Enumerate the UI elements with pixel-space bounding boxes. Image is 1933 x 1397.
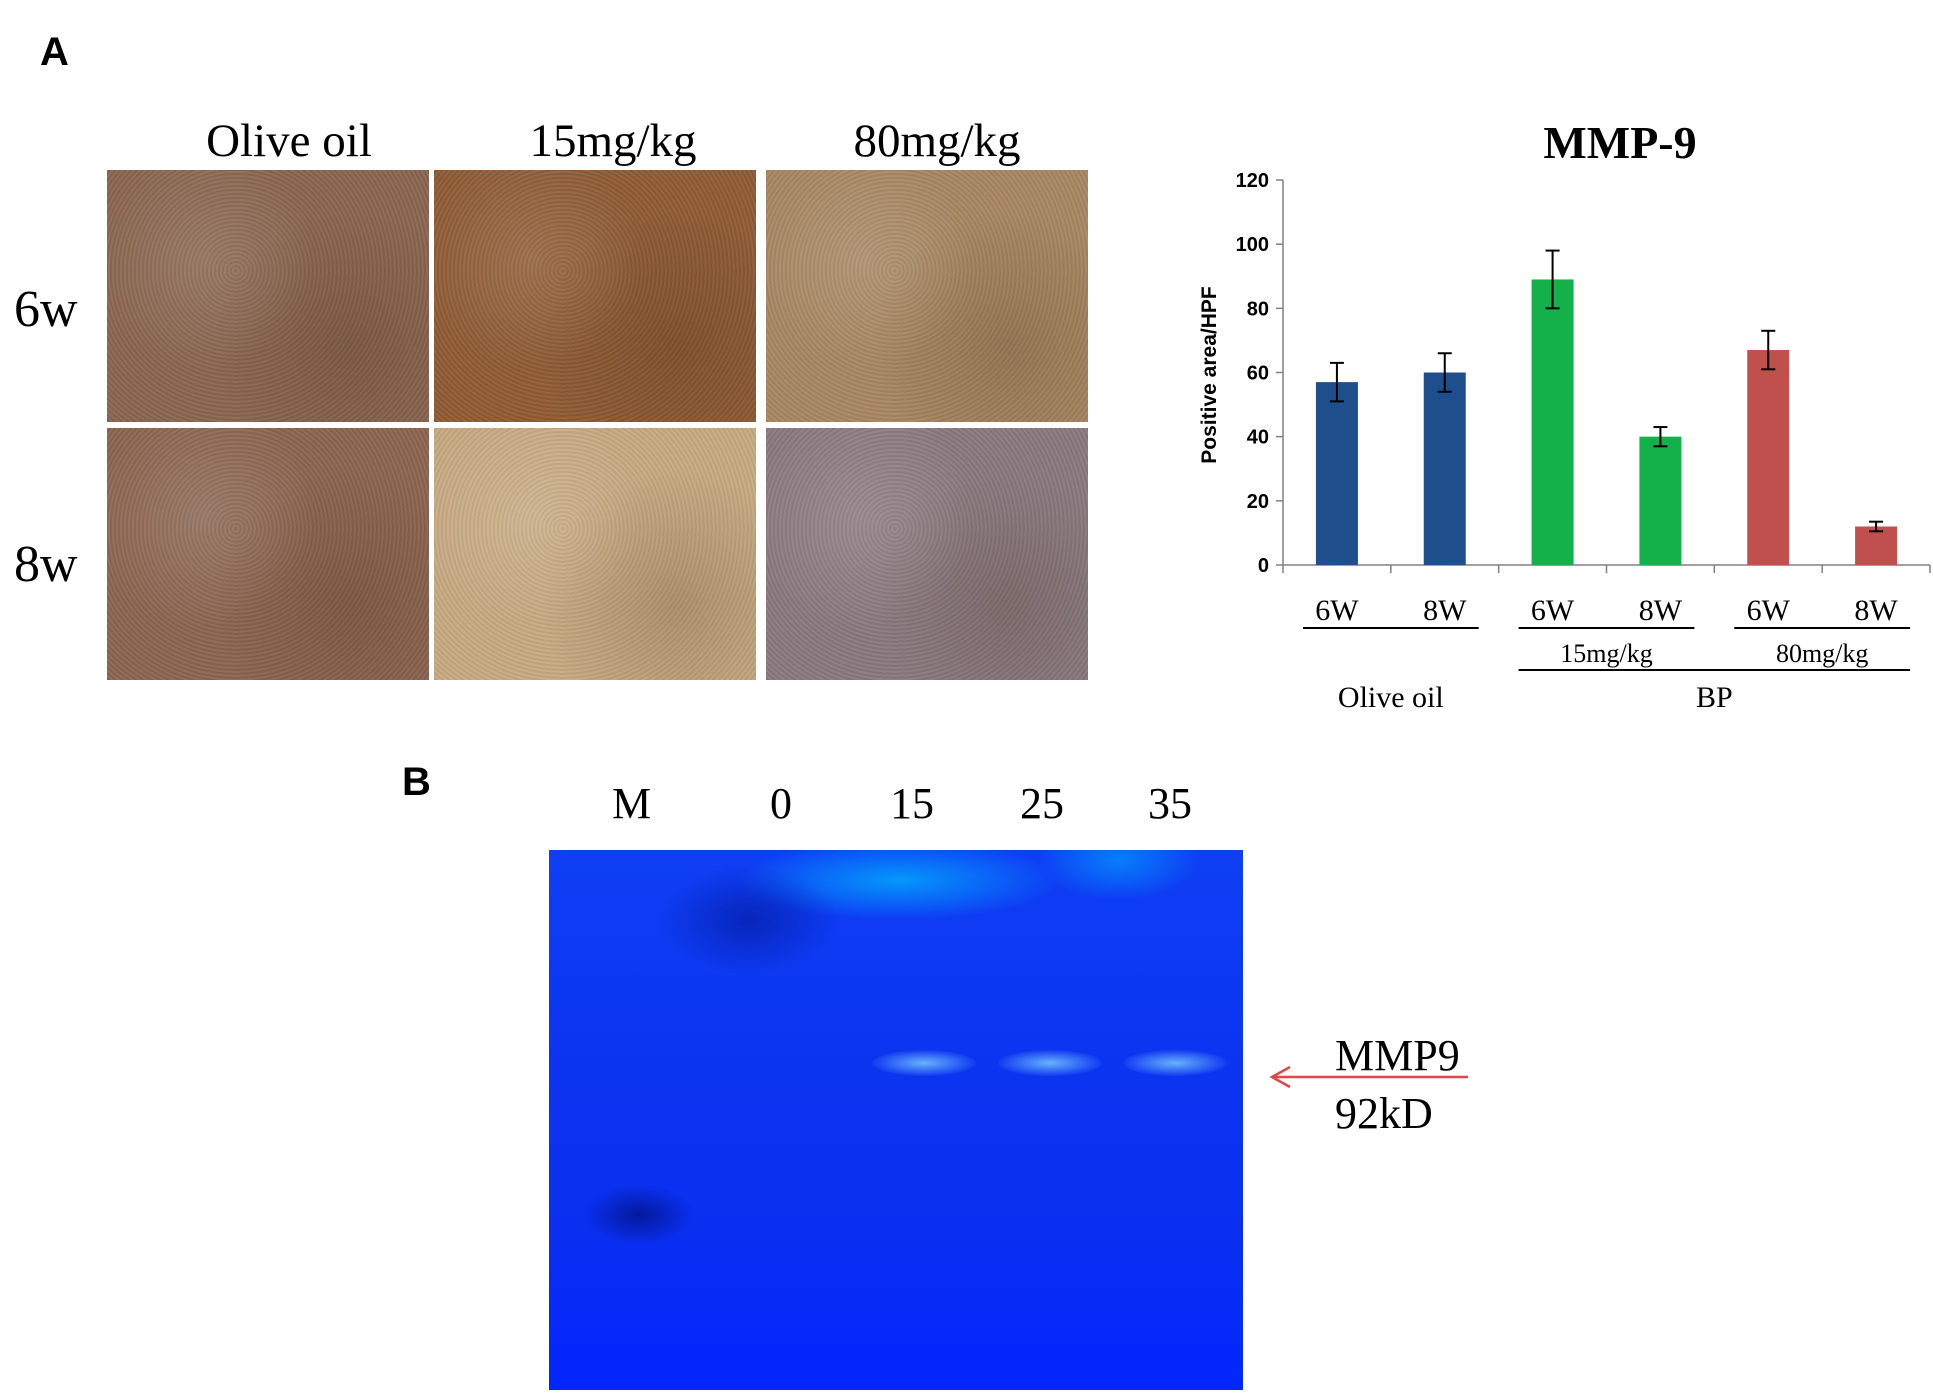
supergroup-label-0: Olive oil bbox=[1338, 681, 1444, 714]
x-category-label-1: 8W bbox=[1423, 594, 1467, 627]
panel-a-label: A bbox=[40, 30, 69, 74]
gel-band-35 bbox=[1123, 1050, 1227, 1076]
column-header-15mg: 15mg/kg bbox=[529, 115, 697, 167]
column-header-80mg: 80mg/kg bbox=[853, 115, 1021, 167]
histology-tile-80mg-8w bbox=[766, 428, 1088, 680]
lane-label-25: 25 bbox=[1020, 779, 1064, 828]
x-category-label-5: 8W bbox=[1854, 594, 1898, 627]
gel-band-15 bbox=[872, 1050, 976, 1076]
zymography-gel bbox=[549, 850, 1243, 1390]
histology-tile-15mg-8w bbox=[434, 428, 756, 680]
y-tick-label: 80 bbox=[1247, 298, 1269, 320]
histology-tile-olive-oil-8w bbox=[107, 428, 429, 680]
mmp9-bar-chart: MMP-9 Positive area/HPF 0 20 40 60 80 100 120 6… bbox=[1198, 117, 1931, 714]
x-category-label-0: 6W bbox=[1315, 594, 1359, 627]
bar-1 bbox=[1423, 372, 1466, 565]
y-tick-label: 40 bbox=[1247, 427, 1269, 449]
lane-label-35: 35 bbox=[1148, 779, 1192, 828]
mmp9-arrow-icon bbox=[1269, 1065, 1468, 1089]
lane-label-0: 0 bbox=[770, 779, 792, 828]
bar-0 bbox=[1315, 382, 1358, 565]
bar-2 bbox=[1531, 279, 1574, 565]
group-label-1: 15mg/kg bbox=[1560, 639, 1652, 668]
gel-band-25 bbox=[998, 1050, 1102, 1076]
x-category-label-2: 6W bbox=[1531, 594, 1575, 627]
y-tick-label: 120 bbox=[1236, 170, 1269, 192]
row-header-8w: 8w bbox=[14, 536, 78, 593]
panel-b-label: B bbox=[402, 760, 431, 804]
group-label-2: 80mg/kg bbox=[1776, 639, 1868, 668]
y-axis-label: Positive area/HPF bbox=[1198, 286, 1221, 464]
bar-3 bbox=[1639, 436, 1682, 565]
mmp9-annotation-size: 92kD bbox=[1335, 1089, 1433, 1138]
supergroup-label-1: BP bbox=[1696, 681, 1733, 714]
row-header-6w: 6w bbox=[14, 281, 78, 338]
y-tick-label: 0 bbox=[1258, 555, 1269, 577]
y-tick-label: 20 bbox=[1247, 491, 1269, 513]
y-tick-label: 60 bbox=[1247, 363, 1269, 385]
histology-tile-80mg-6w bbox=[766, 170, 1088, 422]
column-header-olive-oil: Olive oil bbox=[206, 115, 372, 167]
histology-tile-olive-oil-6w bbox=[107, 170, 429, 422]
histology-tile-15mg-6w bbox=[434, 170, 756, 422]
bar-4 bbox=[1747, 350, 1790, 565]
x-category-label-4: 6W bbox=[1747, 594, 1791, 627]
lane-label-15: 15 bbox=[890, 779, 934, 828]
y-tick-label: 100 bbox=[1236, 234, 1269, 256]
x-category-label-3: 8W bbox=[1639, 594, 1683, 627]
mmp9-annotation-name: MMP9 bbox=[1335, 1031, 1460, 1080]
lane-label-m: M bbox=[612, 779, 652, 828]
bar-5 bbox=[1855, 526, 1898, 565]
chart-title: MMP-9 bbox=[1543, 117, 1696, 168]
